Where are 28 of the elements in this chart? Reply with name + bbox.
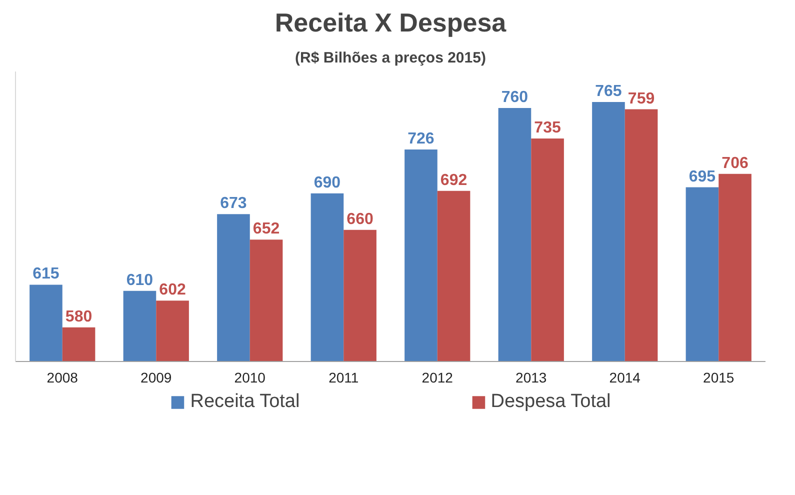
data-label: 759	[628, 90, 655, 108]
legend-label: Receita Total	[190, 391, 300, 413]
x-tick-label: 2010	[234, 370, 266, 386]
chart-title: Receita X Despesa	[274, 8, 507, 38]
data-label: 760	[501, 89, 528, 106]
data-label: 602	[159, 282, 186, 299]
data-label: 726	[408, 130, 434, 148]
data-label: 615	[32, 266, 60, 283]
data-label: 652	[252, 220, 280, 238]
data-label: 660	[346, 210, 374, 228]
x-tick-label: 2011	[328, 370, 359, 386]
data-label: 580	[65, 308, 92, 326]
x-tick-label: 2015	[703, 370, 734, 386]
data-label: 735	[534, 120, 561, 137]
data-label: 690	[314, 174, 341, 192]
data-label: 765	[595, 82, 622, 100]
chart-subtitle: (R$ Bilhões a preços 2015)	[295, 50, 486, 66]
x-tick-label: 2009	[140, 370, 172, 386]
legend-label: Despesa Total	[490, 391, 611, 413]
x-tick-label: 2014	[609, 370, 641, 386]
data-label: 673	[220, 195, 247, 212]
x-tick-label: 2013	[516, 370, 547, 386]
x-tick-label: 2012	[422, 370, 454, 386]
data-label: 706	[722, 154, 748, 172]
data-label: 610	[126, 272, 154, 289]
x-tick-label: 2008	[46, 370, 78, 386]
data-label: 695	[688, 168, 716, 186]
data-label: 692	[440, 172, 468, 189]
